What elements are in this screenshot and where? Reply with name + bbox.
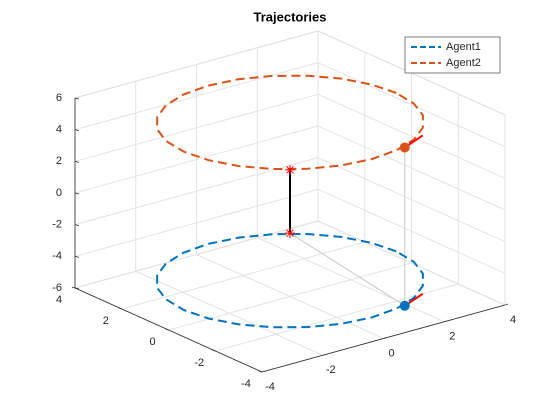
- legend-box: [404, 36, 501, 74]
- agent-marker: [399, 300, 410, 311]
- grid-line: [74, 62, 319, 131]
- link-marker: [285, 228, 295, 239]
- y-tick: [71, 286, 76, 289]
- grid-line: [317, 157, 506, 243]
- z-tick: [74, 255, 80, 258]
- z-tick: [74, 97, 80, 100]
- z-tick-label: 6: [56, 92, 62, 104]
- grid-line: [317, 62, 506, 148]
- z-tick-label: -2: [52, 219, 62, 231]
- trajectory: [156, 232, 424, 329]
- y-tick-label: 2: [103, 315, 109, 327]
- z-tick-label: 2: [56, 155, 62, 167]
- connector: [289, 232, 406, 307]
- legend-label: Agent1: [446, 41, 481, 53]
- grid-line: [74, 220, 319, 289]
- grid-line: [74, 188, 319, 257]
- agent-marker: [399, 142, 410, 153]
- grid-line: [317, 188, 506, 274]
- z-tick: [74, 160, 80, 163]
- x-tick-label: -4: [265, 381, 275, 393]
- link-marker: [285, 164, 295, 175]
- legend: Agent1 Agent2: [404, 36, 501, 74]
- x-axis: [261, 304, 506, 373]
- grid-line: [317, 125, 506, 211]
- chart-title: Trajectories: [254, 9, 327, 24]
- x-tick-label: 2: [449, 331, 455, 343]
- y-axis: [74, 287, 263, 373]
- z-tick-label: -4: [52, 250, 62, 262]
- z-tick: [74, 192, 80, 195]
- grid-line: [121, 241, 365, 310]
- grid-line: [317, 220, 506, 306]
- legend-label: Agent2: [446, 57, 481, 69]
- x-tick-label: 4: [510, 314, 516, 326]
- grid-line: [215, 283, 459, 352]
- y-tick-label: 4: [56, 294, 62, 306]
- z-tick-label: 0: [56, 187, 62, 199]
- grid-line: [74, 125, 319, 194]
- z-tick: [74, 224, 80, 227]
- grid-line: [74, 30, 319, 99]
- z-tick-label: 4: [56, 124, 62, 136]
- trajectory: [156, 74, 424, 171]
- grid-line: [317, 93, 506, 179]
- grid-line: [168, 262, 412, 331]
- y-tick-label: -4: [241, 378, 251, 390]
- x-tick-label: 0: [388, 347, 394, 359]
- y-tick-label: -2: [194, 357, 204, 369]
- grid-line: [74, 93, 319, 162]
- x-tick-label: -2: [326, 364, 336, 376]
- z-tick: [74, 129, 80, 132]
- y-tick-label: 0: [149, 336, 155, 348]
- z-tick-label: -6: [52, 282, 62, 294]
